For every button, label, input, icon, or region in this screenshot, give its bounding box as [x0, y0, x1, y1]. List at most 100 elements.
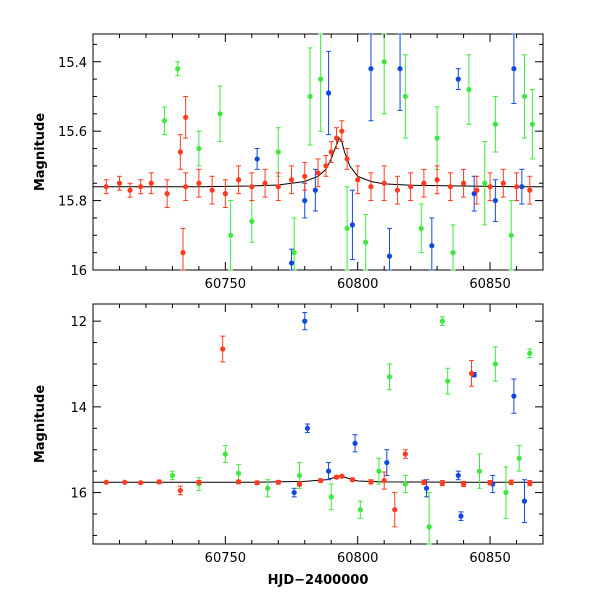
top-axes: 60750 60800 60850 15.4 15.6 15.8 16 [58, 34, 544, 292]
data-point-blue [429, 243, 435, 249]
data-point-green [175, 66, 181, 72]
data-point-blue [349, 222, 356, 228]
data-point-red [381, 180, 387, 186]
data-point-green [318, 76, 324, 82]
data-point-red [318, 477, 324, 484]
data-point-green [217, 111, 223, 117]
data-point-red [460, 481, 467, 487]
data-point-red [138, 480, 144, 486]
data-point-blue [423, 485, 430, 491]
data-point-green [402, 93, 408, 100]
data-point-red [196, 479, 202, 485]
data-point-blue [302, 197, 308, 204]
x-tick-label: 60850 [469, 277, 510, 292]
data-point-green [466, 86, 472, 93]
data-point-red [333, 474, 340, 480]
x-axis-label: HJD−2400000 [268, 573, 369, 588]
data-point-green [476, 468, 483, 474]
data-point-blue [291, 489, 297, 496]
data-point-red [275, 479, 281, 485]
data-point-blue [312, 187, 318, 193]
data-point-green [235, 470, 242, 476]
data-point-green [381, 59, 387, 65]
data-point-blue [288, 260, 295, 266]
data-point-red [474, 187, 480, 193]
data-point-red [513, 184, 520, 190]
data-point-red [222, 191, 228, 197]
bottom-panel: 60750 60800 60850 12 14 16 Magnitude HJD−2400… [33, 303, 544, 588]
data-point-green [402, 481, 408, 487]
data-point-green [450, 250, 456, 256]
data-point-blue [521, 498, 528, 504]
data-point-red [164, 191, 170, 197]
data-point-green [521, 93, 528, 100]
data-point-green [328, 494, 334, 500]
data-point-red [349, 477, 356, 483]
data-point-green [492, 361, 498, 367]
top-data-series [103, 33, 536, 271]
data-point-red [460, 180, 467, 186]
data-point-green [161, 118, 168, 124]
data-point-red [333, 135, 340, 141]
data-point-green [307, 93, 313, 100]
data-point-red [323, 163, 329, 169]
data-point-blue [519, 184, 525, 190]
data-point-red [368, 479, 374, 485]
data-point-red [116, 180, 123, 186]
data-point-green [503, 489, 509, 496]
model-line [93, 137, 543, 188]
data-point-red [148, 180, 154, 186]
data-point-green [516, 455, 522, 461]
data-point-red [339, 473, 345, 479]
y-tick-label: 15.6 [58, 125, 87, 140]
data-point-red [527, 187, 533, 193]
data-point-blue [455, 472, 461, 479]
data-point-blue [254, 156, 260, 162]
data-point-blue [368, 66, 374, 72]
data-point-red [434, 177, 440, 183]
top-panel-frame [92, 33, 544, 271]
data-point-red [439, 480, 446, 486]
model-line [93, 475, 543, 483]
data-point-red [468, 370, 475, 377]
data-point-red [328, 149, 334, 155]
top-panel: 60750 60800 60850 15.4 15.6 15.8 16 Magnitude [33, 33, 544, 292]
data-point-red [487, 480, 493, 486]
data-point-green [386, 374, 393, 380]
y-tick-label: 14 [70, 401, 87, 416]
data-point-green [492, 121, 498, 127]
data-point-red [500, 180, 506, 186]
data-point-green [196, 145, 202, 152]
bottom-data-series [103, 312, 533, 545]
data-point-red [394, 187, 401, 193]
data-point-red [302, 173, 308, 179]
data-point-red [180, 250, 186, 256]
data-point-red [421, 180, 427, 186]
bottom-axes: 60750 60800 60850 12 14 16 [70, 304, 544, 566]
data-point-red [122, 479, 128, 485]
data-point-red [196, 180, 202, 186]
data-point-green [169, 472, 176, 479]
data-point-red [249, 184, 255, 190]
data-point-red [275, 184, 281, 190]
data-point-green [291, 250, 297, 256]
data-point-green [228, 232, 234, 238]
data-point-green [418, 225, 424, 231]
y-tick-label: 12 [70, 315, 87, 330]
data-point-red [344, 156, 350, 162]
bottom-model-curve [93, 475, 543, 483]
data-point-green [363, 239, 369, 245]
data-point-blue [397, 66, 403, 72]
data-point-red [220, 346, 226, 352]
data-point-red [315, 170, 321, 176]
data-point-red [156, 479, 162, 485]
y-tick-label: 16 [70, 487, 87, 502]
data-point-blue [302, 318, 308, 324]
data-point-red [183, 114, 189, 120]
data-point-blue [304, 425, 311, 431]
data-point-red [103, 184, 109, 190]
x-tick-label: 60750 [205, 551, 246, 566]
data-point-red [421, 479, 427, 485]
data-point-blue [455, 76, 461, 82]
